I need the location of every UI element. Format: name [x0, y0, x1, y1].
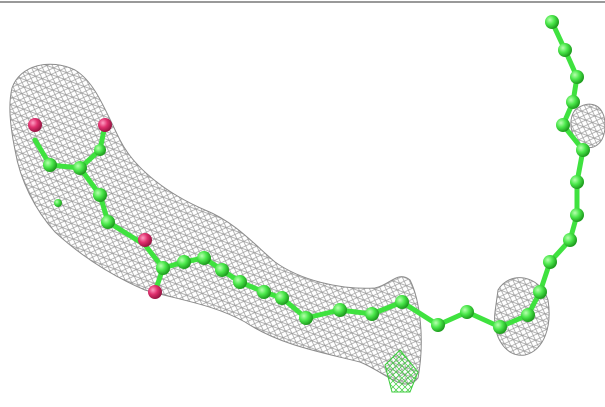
oxygen-atoms — [28, 118, 162, 299]
mesh-main — [9, 63, 422, 385]
density-mesh — [9, 63, 605, 393]
mesh-green-patch — [384, 349, 419, 393]
mesh-top-right — [570, 103, 605, 149]
carbon-atoms — [43, 15, 590, 334]
atoms — [28, 15, 590, 334]
